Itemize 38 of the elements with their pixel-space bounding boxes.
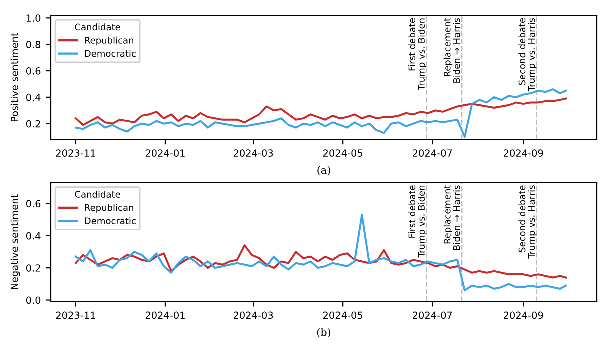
y-tick-label: 0.4 [26,232,41,240]
x-tick-label: 2024-07 [413,312,452,320]
ref-line-label: Replacement Biden → Harris [444,18,460,83]
x-tick-label: 2024-09 [504,150,544,157]
y-tick-label: 0.8 [26,41,41,48]
x-tick-label: 2024-07 [413,150,452,157]
y-tick-label: 1.0 [26,14,41,22]
x-tick-label: 2024-09 [504,312,544,320]
y-tick-label: 0.6 [26,67,41,75]
legend-title: Candidate [75,190,120,198]
y-tick-label: 0.6 [26,200,41,208]
legend-label: Democratic [85,50,136,58]
legend-label: Republican [85,36,134,46]
y-tick-label: 0.2 [26,264,40,272]
x-tick-label: 2023-11 [56,150,96,157]
x-tick-label: 2024-03 [234,312,274,320]
ref-line-label: Second debate Trump vs. Harris [518,18,537,92]
ref-line-label: Replacement Biden → Harris [444,185,460,250]
legend-title: Candidate [75,24,120,31]
y-tick-label: 0.4 [26,94,41,102]
x-tick-label: 2024-03 [234,150,274,157]
y-axis-title: Negative sentiment [10,194,20,290]
ref-line-label: First debate Trump vs. Biden [408,186,427,258]
y-tick-label: 0.2 [26,120,40,128]
ref-line-label: Second debate Trump vs. Harris [518,186,537,259]
y-axis-title: Positive sentiment [10,33,18,122]
x-tick-label: 2024-05 [323,150,363,157]
y-tick-label: 0.0 [26,296,41,304]
x-tick-label: 2023-11 [56,312,96,320]
x-tick-label: 2024-01 [146,312,185,320]
x-tick-label: 2024-05 [323,312,363,320]
line-series [74,98,568,126]
legend-label: Democratic [85,217,136,224]
legend-label: Republican [85,204,134,213]
text: (b) [317,328,331,338]
text: (a) [318,166,330,176]
x-tick-label: 2024-01 [146,150,185,157]
ref-line-label: First debate Trump vs. Biden [408,18,427,91]
